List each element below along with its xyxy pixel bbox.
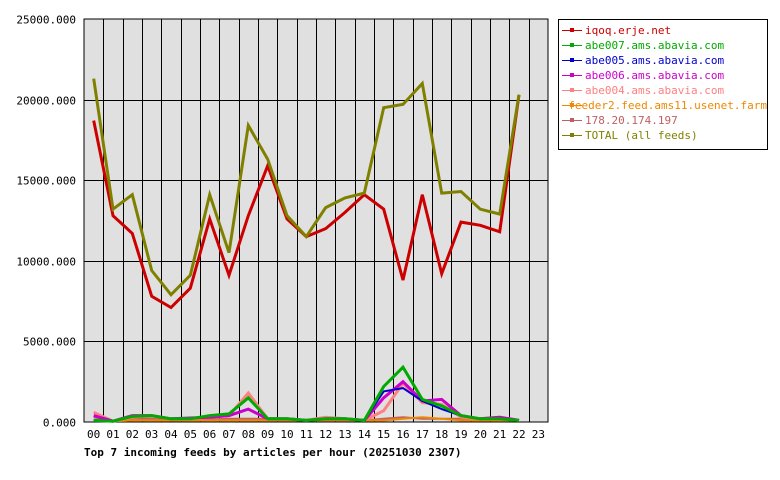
legend-swatch-icon: [562, 23, 582, 38]
series-lines: [92, 78, 521, 423]
x-tick-label: 02: [126, 428, 139, 441]
series-line: [93, 364, 520, 423]
x-tick-label: 21: [493, 428, 506, 441]
legend-label: abe007.ams.abavia.com: [585, 39, 725, 52]
x-tick-label: 13: [338, 428, 351, 441]
x-tick-label: 03: [145, 428, 158, 441]
x-tick-label: 23: [532, 428, 545, 441]
y-axis-ticks: 0.000 5000.000 10000.000 15000.000 20000.000…: [16, 14, 76, 430]
x-tick-label: 07: [222, 428, 235, 441]
legend-swatch-icon: [562, 98, 582, 113]
legend-label: feeder2.feed.ams11.usenet.farm: [568, 99, 767, 112]
x-tick-label: 10: [280, 428, 293, 441]
x-tick-label: 12: [319, 428, 332, 441]
x-tick-label: 19: [454, 428, 467, 441]
legend-swatch-icon: [562, 83, 582, 98]
legend-swatch-icon: [562, 128, 582, 143]
legend-item: TOTAL (all feeds): [559, 128, 767, 143]
legend-label: iqoq.erje.net: [585, 24, 672, 37]
legend-label: 178.20.174.197: [585, 114, 678, 127]
x-tick-label: 01: [106, 428, 119, 441]
grid-lines: [84, 19, 548, 422]
legend-swatch-icon: [562, 68, 582, 83]
x-tick-label: 00: [87, 428, 100, 441]
legend-swatch-icon: [562, 53, 582, 68]
legend-swatch-icon: [562, 38, 582, 53]
legend: iqoq.erje.net abe007.ams.abavia.com abe005…: [558, 19, 768, 150]
x-tick-label: 16: [396, 428, 409, 441]
legend-label: TOTAL (all feeds): [585, 129, 698, 142]
x-tick-label: 17: [416, 428, 429, 441]
y-tick-label: 20000.000: [16, 95, 76, 108]
x-tick-label: 20: [474, 428, 487, 441]
x-tick-label: 18: [435, 428, 448, 441]
legend-swatch-icon: [562, 113, 582, 128]
x-axis-ticks: 00 01 02 03 04 05 06 07 08 09 10 11 12 13 14 15 16 17 18 19…: [87, 428, 545, 441]
legend-item: 178.20.174.197: [559, 113, 767, 128]
legend-label: abe005.ams.abavia.com: [585, 54, 725, 67]
legend-item: abe005.ams.abavia.com: [559, 53, 767, 68]
y-tick-label: 5000.000: [23, 336, 76, 349]
x-tick-label: 08: [242, 428, 255, 441]
legend-item: feeder2.feed.ams11.usenet.farm: [559, 98, 767, 113]
y-tick-label: 15000.000: [16, 175, 76, 188]
legend-label: abe004.ams.abavia.com: [585, 84, 725, 97]
legend-item: abe007.ams.abavia.com: [559, 38, 767, 53]
y-tick-label: 25000.000: [16, 14, 76, 27]
series-line: [92, 78, 521, 297]
x-tick-label: 15: [377, 428, 390, 441]
legend-item: abe006.ams.abavia.com: [559, 68, 767, 83]
y-tick-label: 0.000: [43, 417, 76, 430]
x-tick-label: 05: [184, 428, 197, 441]
x-tick-label: 14: [358, 428, 372, 441]
legend-label: abe006.ams.abavia.com: [585, 69, 725, 82]
legend-item: abe004.ams.abavia.com: [559, 83, 767, 98]
x-tick-label: 09: [261, 428, 274, 441]
x-tick-label: 04: [164, 428, 178, 441]
legend-item: iqoq.erje.net: [559, 23, 767, 38]
x-tick-label: 22: [512, 428, 525, 441]
chart-title: Top 7 incoming feeds by articles per hou…: [84, 446, 462, 459]
x-tick-label: 06: [203, 428, 216, 441]
x-tick-label: 11: [300, 428, 313, 441]
y-tick-label: 10000.000: [16, 256, 76, 269]
